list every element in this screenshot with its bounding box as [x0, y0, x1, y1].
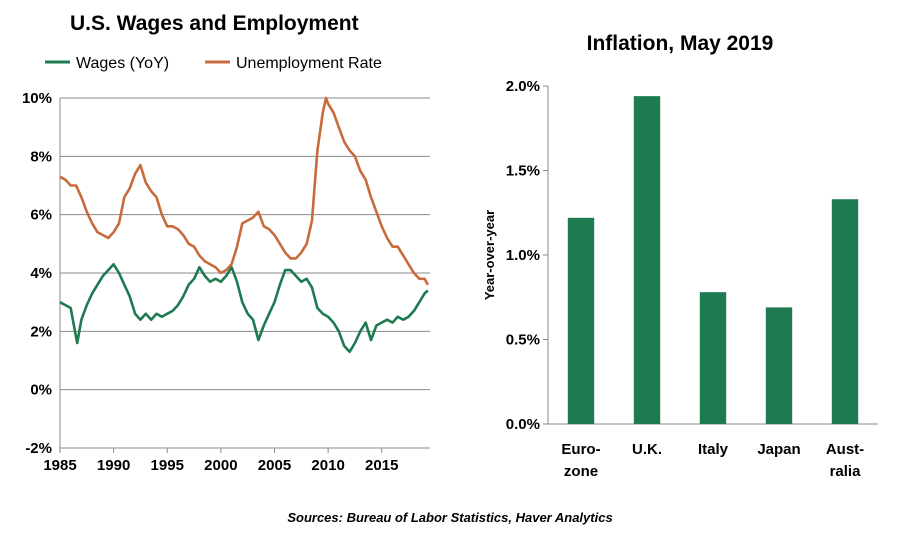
x-tick-label: Euro-zone: [561, 441, 600, 480]
x-tick-label: 1995: [151, 457, 184, 474]
chart-title: U.S. Wages and Employment: [70, 12, 359, 35]
gridlines: [59, 97, 430, 449]
x-tick-labels: 1985 1990 1995 2000 2005 2010 2015: [43, 448, 398, 474]
y-tick-label: 6%: [30, 207, 52, 224]
chart-title: Inflation, May 2019: [587, 32, 774, 55]
legend-unemployment-label: Unemployment Rate: [236, 55, 382, 72]
bar: [831, 199, 859, 424]
bar: [765, 307, 793, 424]
y-tick-labels: -2% 0% 2% 4% 6% 8% 10%: [22, 90, 52, 457]
x-tick-label: Japan: [757, 441, 800, 458]
y-tick-label: 10%: [22, 90, 52, 107]
x-tick-label: 1985: [43, 457, 76, 474]
y-tick-label: 1.0%: [506, 247, 540, 264]
bar: [699, 292, 727, 424]
x-tick-label: Italy: [698, 441, 729, 458]
x-tick-label: 1990: [97, 457, 130, 474]
y-tick-label: 0%: [30, 382, 52, 399]
legend-wages-label: Wages (YoY): [76, 55, 169, 72]
source-note: Sources: Bureau of Labor Statistics, Hav…: [287, 510, 613, 525]
x-tick-label: 2015: [365, 457, 398, 474]
y-tick-label: 4%: [30, 265, 52, 282]
bars: [567, 96, 859, 424]
x-tick-label: 2010: [311, 457, 344, 474]
series-lines: [59, 96, 430, 354]
y-tick-label: 0.0%: [506, 416, 540, 433]
y-tick-label: 8%: [30, 148, 52, 165]
wages-line: [59, 262, 429, 354]
unemployment-line: [59, 96, 430, 286]
y-tick-label: 2.0%: [506, 78, 540, 95]
y-tick-label: 0.5%: [506, 332, 540, 349]
inflation-chart: Inflation, May 2019 Year-over-year 0.0%0…: [482, 32, 878, 480]
y-tick-label: 2%: [30, 323, 52, 340]
x-tick-label: 2000: [204, 457, 237, 474]
wages-employment-chart: U.S. Wages and Employment Wages (YoY) Un…: [22, 12, 430, 474]
y-tick-labels: 0.0% 0.5% 1.0% 1.5% 2.0%: [506, 78, 548, 433]
y-axis-label: Year-over-year: [482, 210, 497, 300]
y-tick-label: -2%: [25, 440, 52, 457]
bar: [567, 217, 595, 424]
x-tick-labels: Euro-zone U.K. Italy Japan Aust-ralia: [561, 441, 864, 480]
x-tick-label: Aust-ralia: [826, 441, 864, 480]
bar: [633, 96, 661, 424]
y-tick-label: 1.5%: [506, 163, 540, 180]
x-tick-label: U.K.: [632, 441, 662, 458]
x-tick-label: 2005: [258, 457, 291, 474]
